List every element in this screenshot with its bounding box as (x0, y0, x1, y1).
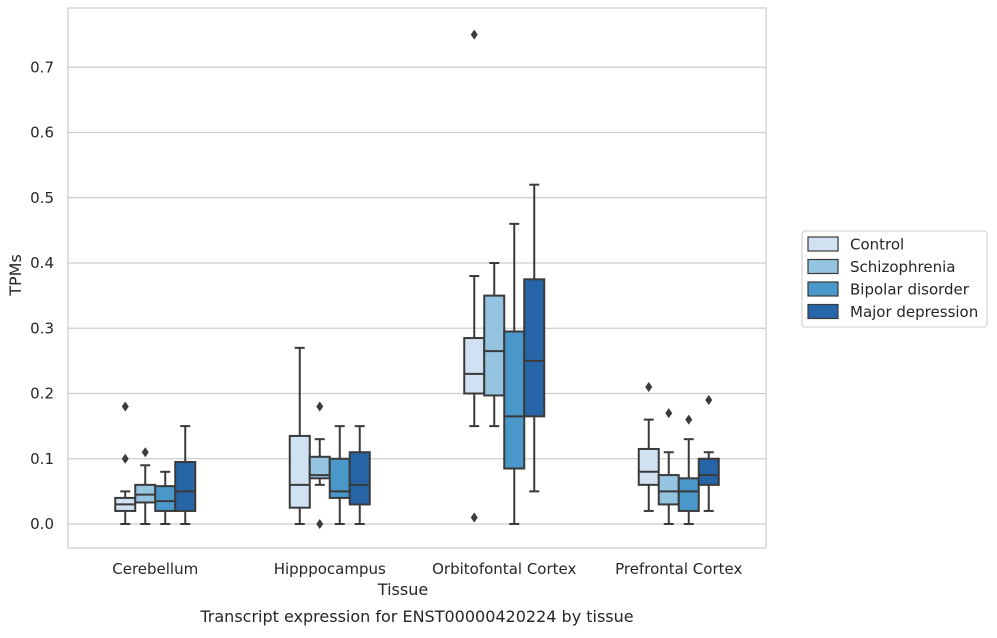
y-tick-label: 0.0 (30, 515, 54, 533)
outlier-point (470, 512, 478, 523)
box-body (174, 461, 197, 512)
box-body (154, 485, 177, 512)
y-tick-label: 0.7 (30, 58, 54, 76)
series-control (114, 29, 660, 525)
box (114, 401, 137, 525)
box-body (523, 278, 546, 418)
y-tick-label: 0.1 (30, 450, 54, 468)
y-tick-label: 0.6 (30, 124, 54, 142)
legend-swatch (807, 303, 839, 320)
box (288, 346, 311, 525)
y-tick-label: 0.4 (30, 254, 54, 272)
box (328, 425, 351, 525)
outlier-point (121, 401, 129, 412)
box-series (114, 29, 720, 529)
y-tick-label: 0.2 (30, 385, 54, 403)
x-tick-label: Hipppocampus (274, 560, 386, 578)
legend-swatch (807, 281, 839, 297)
box (637, 381, 660, 512)
outlier-point (470, 29, 478, 40)
box (174, 425, 197, 525)
y-tick-label: 0.3 (30, 319, 54, 337)
outlier-point (141, 447, 149, 458)
legend-label: Major depression (850, 303, 978, 321)
legend-label: Control (850, 236, 904, 254)
plot-frame (67, 7, 767, 549)
box-body (348, 451, 371, 506)
box-body (657, 474, 680, 506)
box-body (503, 330, 526, 470)
box-body (677, 477, 700, 512)
legend-frame (801, 230, 988, 328)
series-major-depression (174, 183, 720, 525)
y-tick-label: 0.5 (30, 189, 54, 207)
outlier-point (316, 401, 324, 412)
outlier-point (705, 395, 713, 406)
legend-items: Control Schizophrenia Bipolar disorder Majo… (807, 236, 978, 321)
outlier-point (685, 414, 693, 425)
x-tick-labels: Cerebellum Hipppocampus Orbitofontal Corte… (112, 560, 742, 578)
legend: Control Schizophrenia Bipolar disorder Majo… (801, 230, 988, 328)
series-bipolar-disorder (154, 222, 700, 525)
x-tick-label: Orbitofontal Cortex (432, 560, 576, 578)
chart-caption: Transcript expression for ENST0000042022… (199, 607, 633, 626)
legend-swatch (807, 236, 839, 252)
legend-label: Bipolar disorder (850, 281, 970, 299)
x-tick-label: Prefrontal Cortex (615, 560, 742, 578)
box (503, 222, 526, 525)
box (348, 425, 371, 525)
x-axis-label: Tissue (377, 580, 428, 599)
box (677, 414, 700, 525)
box-body (463, 337, 486, 395)
box-body (637, 447, 660, 486)
box (483, 262, 506, 428)
outlier-point (121, 453, 129, 464)
x-tick-label: Cerebellum (112, 560, 198, 578)
box (134, 447, 157, 525)
plot-area (68, 8, 766, 548)
y-axis-label: TPMs (6, 254, 25, 297)
y-tick-labels: 0.0 0.1 0.2 0.3 0.4 0.5 0.6 0.7 (30, 58, 54, 533)
box (154, 470, 177, 525)
legend-swatch (807, 258, 839, 275)
outlier-point (665, 408, 673, 419)
box (523, 183, 546, 493)
box-body (288, 434, 311, 509)
box-body (697, 457, 720, 486)
legend-label: Schizophrenia (850, 258, 955, 276)
outlier-point (316, 519, 324, 529)
box-body (483, 294, 506, 397)
outlier-point (645, 381, 653, 392)
box (697, 395, 720, 512)
